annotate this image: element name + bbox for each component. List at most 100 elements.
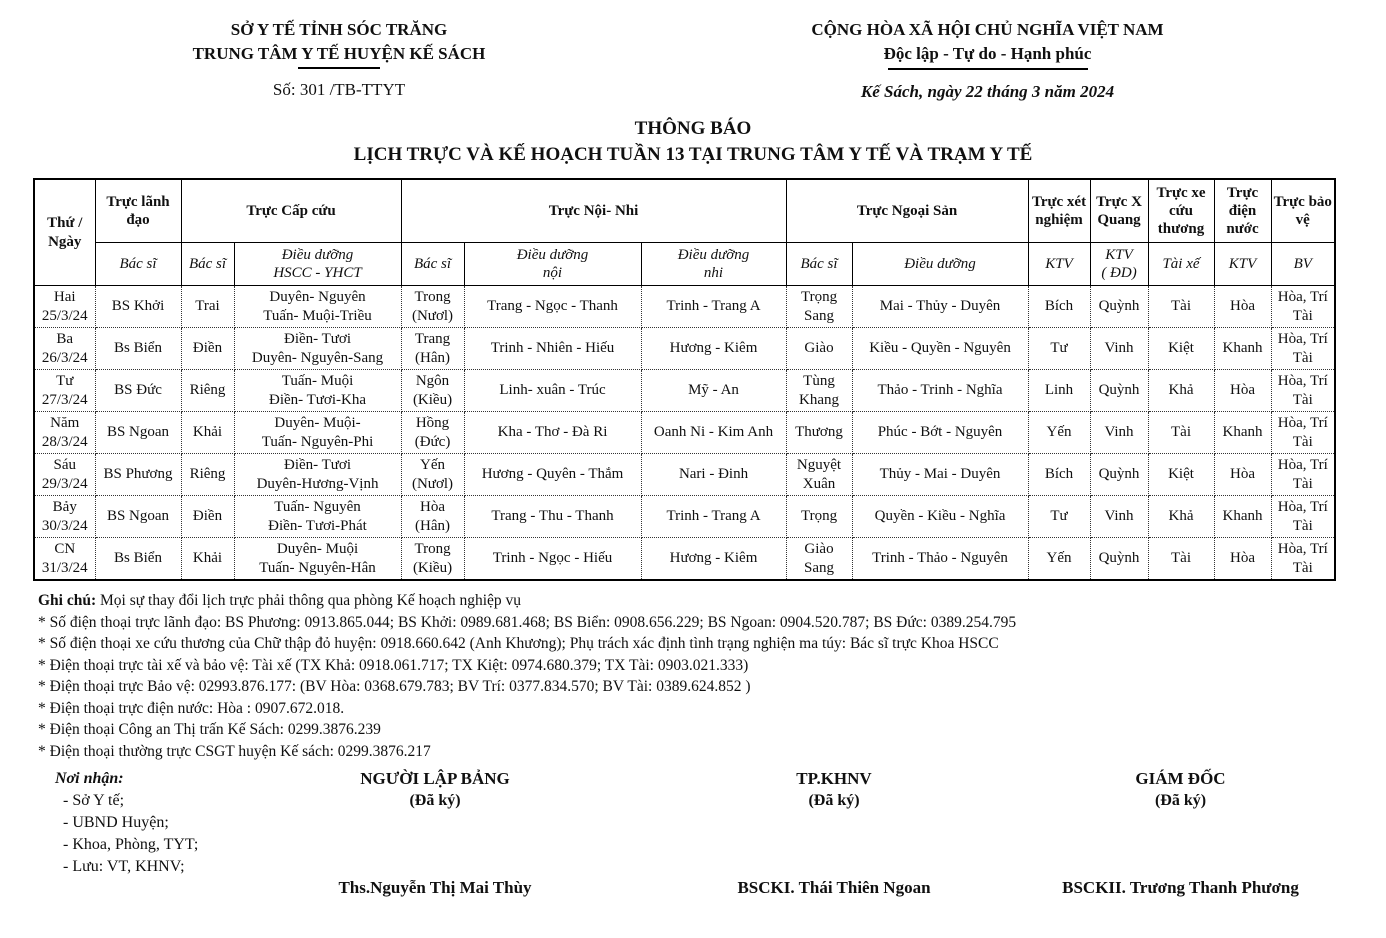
cell-tai-xe: Kiệt xyxy=(1147,453,1215,496)
table-row: Năm 28/3/24 BS Ngoan Khải Duyên- Muội- Tu… xyxy=(33,411,1336,454)
cell-ngoai-bacsi: Nguyệt Xuân xyxy=(785,453,853,496)
cell-cc-bacsi: Điền xyxy=(180,495,235,538)
cell-noi-bacsi: Trong (Nươl) xyxy=(400,285,465,328)
cell-noi-bacsi: Trong (Kiều) xyxy=(400,537,465,581)
date-label: 29/3/24 xyxy=(41,475,88,492)
sub-bacsi-noi: Bác sĩ xyxy=(400,242,465,286)
sub-dieuduong-ngoai: Điều dưỡng xyxy=(851,242,1029,286)
signature-name: BSCKII. Trương Thanh Phương xyxy=(1062,878,1299,897)
cell-ngoai-dieuduong: Kiều - Quyền - Nguyên xyxy=(851,327,1029,370)
day-label: CN xyxy=(54,541,76,558)
title-line-2: LỊCH TRỰC VÀ KẾ HOẠCH TUẦN 13 TẠI TRUNG … xyxy=(353,144,1033,165)
cell-cc-dieuduong: Tuấn- Muội Điền- Tươi-Kha xyxy=(233,369,402,412)
day-label: Hai xyxy=(53,289,76,306)
note-line: * Điện thoại Công an Thị trấn Kế Sách: 0… xyxy=(38,721,381,738)
cell-lanh-dao: BS Đức xyxy=(94,369,182,412)
sub-dieuduong-hscc: Điều dưỡng HSCC - YHCT xyxy=(233,242,402,286)
day-label: Tư xyxy=(56,373,74,390)
col-group-xe-cuu-thuong: Trực xe cứu thương xyxy=(1147,178,1215,243)
cell-dd-nhi: Mỹ - An xyxy=(640,369,787,412)
signature-director: GIÁM ĐỐC (Đã ký) BSCKII. Trương Thanh Ph… xyxy=(1028,768,1333,898)
recipient-item: - Khoa, Phòng, TYT; xyxy=(63,836,199,853)
recipients-list: - Sở Y tế; - UBND Huyện; - Khoa, Phòng, … xyxy=(63,790,198,878)
place-and-date: Kế Sách, ngày 22 tháng 3 năm 2024 xyxy=(860,82,1115,101)
signature-name: BSCKI. Thái Thiên Ngoan xyxy=(737,878,931,897)
table-row: CN 31/3/24 Bs Biển Khải Duyên- Muội Tuấn-… xyxy=(33,537,1336,581)
cell-bao-ve: Hòa, Trí Tài xyxy=(1270,411,1336,454)
cell-noi-bacsi: Yến (Nươl) xyxy=(400,453,465,496)
national-title: CỘNG HÒA XÃ HỘI CHỦ NGHĨA VIỆT NAM xyxy=(811,20,1164,39)
cell-xet-nghiem: Yến xyxy=(1027,411,1091,454)
sub-bacsi-ngoai: Bác sĩ xyxy=(785,242,853,286)
date-label: 27/3/24 xyxy=(41,391,88,408)
table-row: Bảy 30/3/24 BS Ngoan Điền Tuấn- Nguyên Đi… xyxy=(33,495,1336,538)
cell-tai-xe: Tài xyxy=(1147,285,1215,328)
sub-dieuduong-nhi: Điều dưỡng nhi xyxy=(640,242,787,286)
note-line: * Điện thoại thường trực CSGT huyện Kế s… xyxy=(38,742,431,760)
title-line-1: THÔNG BÁO xyxy=(634,118,752,139)
cell-dien-nuoc: Hòa xyxy=(1213,369,1272,412)
day-label: Ba xyxy=(56,331,74,348)
col-group-cap-cuu: Trực Cấp cứu xyxy=(180,178,402,243)
cell-lanh-dao: Bs Biển xyxy=(94,327,182,370)
cell-ngoai-bacsi: Trọng xyxy=(785,495,853,538)
cell-dien-nuoc: Khanh xyxy=(1213,495,1272,538)
cell-ngoai-dieuduong: Phúc - Bớt - Nguyên xyxy=(851,411,1029,454)
cell-day-date: Tư 27/3/24 xyxy=(33,369,96,412)
document-title: THÔNG BÁO LỊCH TRỰC VÀ KẾ HOẠCH TUẦN 13 … xyxy=(0,116,1386,168)
cell-ngoai-bacsi: Trọng Sang xyxy=(785,285,853,328)
agency-underline xyxy=(298,67,380,69)
cell-x-quang: Quỳnh xyxy=(1089,453,1149,496)
cell-cc-dieuduong: Điền- Tươi Duyên-Hương-Vịnh xyxy=(233,453,402,496)
cell-x-quang: Vinh xyxy=(1089,495,1149,538)
cell-noi-bacsi: Hồng (Đức) xyxy=(400,411,465,454)
cell-ngoai-bacsi: Giào xyxy=(785,327,853,370)
table-header: Thứ / Ngày Trực lãnh đạo Trực Cấp cứu Tr… xyxy=(33,178,1336,286)
cell-ngoai-bacsi: Tùng Khang xyxy=(785,369,853,412)
cell-xet-nghiem: Linh xyxy=(1027,369,1091,412)
date-label: 26/3/24 xyxy=(41,349,88,366)
note-line: * Điện thoại trực Bảo vệ: 02993.876.177:… xyxy=(38,678,751,695)
cell-bao-ve: Hòa, Trí Tài xyxy=(1270,285,1336,328)
cell-ngoai-dieuduong: Trinh - Thảo - Nguyên xyxy=(851,537,1029,581)
cell-xet-nghiem: Tư xyxy=(1027,327,1091,370)
signature-title: GIÁM ĐỐC xyxy=(1135,769,1226,788)
cell-dd-noi: Linh- xuân - Trúc xyxy=(463,369,642,412)
signature-title: TP.KHNV xyxy=(796,769,872,788)
cell-lanh-dao: BS Khởi xyxy=(94,285,182,328)
col-group-x-quang: Trực X Quang xyxy=(1089,178,1149,243)
recipient-item: - Sở Y tế; xyxy=(63,792,125,809)
col-group-ngoai-san: Trực Ngoại Sản xyxy=(785,178,1029,243)
sub-bacsi-capcuu: Bác sĩ xyxy=(180,242,235,286)
date-label: 31/3/24 xyxy=(41,559,88,576)
signature-preparer: NGƯỜI LẬP BẢNG (Đã ký) Ths.Nguyễn Thị Ma… xyxy=(295,768,575,898)
day-label: Sáu xyxy=(53,457,77,474)
recipients-block: Nơi nhận: - Sở Y tế; - UBND Huyện; - Kho… xyxy=(55,768,198,878)
cell-ngoai-dieuduong: Thảo - Trinh - Nghĩa xyxy=(851,369,1029,412)
cell-ngoai-dieuduong: Thủy - Mai - Duyên xyxy=(851,453,1029,496)
table-row: Hai 25/3/24 BS Khởi Trai Duyên- Nguyên Tu… xyxy=(33,285,1336,328)
cell-cc-dieuduong: Duyên- Muội- Tuấn- Nguyên-Phi xyxy=(233,411,402,454)
cell-dd-nhi: Hương - Kiêm xyxy=(640,537,787,581)
cell-bao-ve: Hòa, Trí Tài xyxy=(1270,537,1336,581)
col-group-bao-ve: Trực bảo vệ xyxy=(1270,178,1336,243)
national-motto: Độc lập - Tự do - Hạnh phúc xyxy=(883,44,1092,63)
col-group-xet-nghiem: Trực xét nghiệm xyxy=(1027,178,1091,243)
sub-ktv-xetnghiem: KTV xyxy=(1027,242,1091,286)
cell-tai-xe: Tài xyxy=(1147,537,1215,581)
cell-x-quang: Quỳnh xyxy=(1089,285,1149,328)
cell-cc-bacsi: Khải xyxy=(180,537,235,581)
cell-cc-bacsi: Trai xyxy=(180,285,235,328)
cell-lanh-dao: BS Ngoan xyxy=(94,411,182,454)
sub-taixe: Tài xế xyxy=(1147,242,1215,286)
day-label: Năm xyxy=(50,415,80,432)
col-group-noi-nhi: Trực Nội- Nhi xyxy=(400,178,787,243)
cell-day-date: CN 31/3/24 xyxy=(33,537,96,581)
signed-note: (Đã ký) xyxy=(409,792,461,809)
cell-bao-ve: Hòa, Trí Tài xyxy=(1270,495,1336,538)
sub-bacsi-lanhdao: Bác sĩ xyxy=(94,242,182,286)
agency-parent-name: SỞ Y TẾ TỈNH SÓC TRĂNG xyxy=(230,20,448,39)
recipient-item: - Lưu: VT, KHNV; xyxy=(63,858,185,875)
cell-noi-bacsi: Hòa (Hân) xyxy=(400,495,465,538)
cell-x-quang: Quỳnh xyxy=(1089,369,1149,412)
